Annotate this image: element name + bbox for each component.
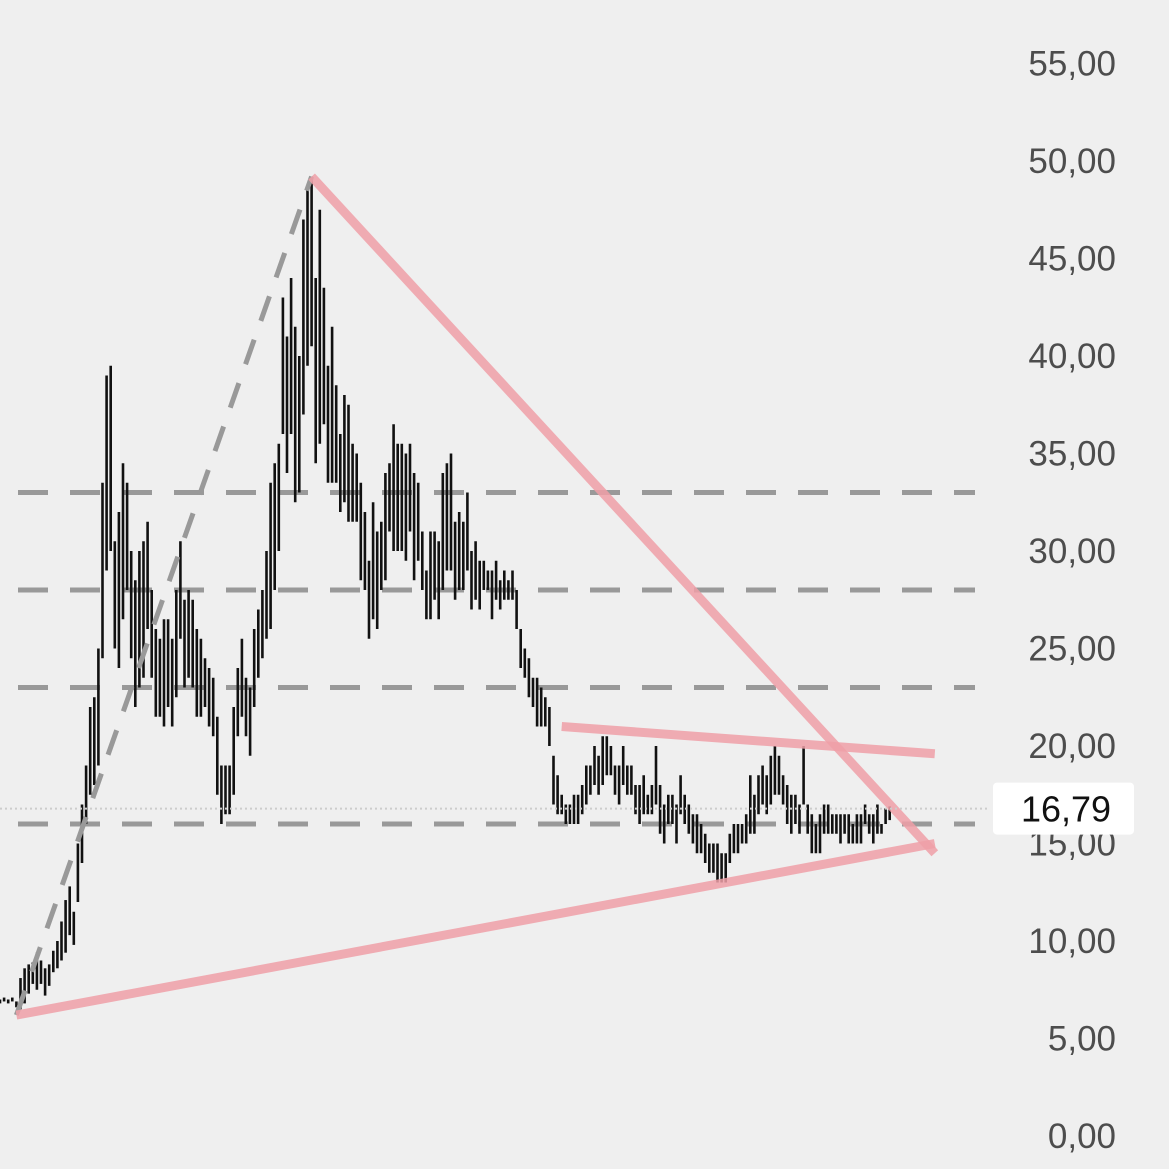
y-axis: 0,005,0010,0015,0020,0025,0030,0035,0040… xyxy=(1028,45,1116,1157)
y-tick-label: 40,00 xyxy=(1028,337,1116,376)
last-price-marker: 16,79 xyxy=(0,782,1134,835)
y-tick-label: 25,00 xyxy=(1028,630,1116,669)
y-tick-label: 30,00 xyxy=(1028,532,1116,571)
last-price-label: 16,79 xyxy=(1021,789,1111,830)
last-price-label-box xyxy=(993,782,1134,835)
horizontal-levels xyxy=(18,490,975,827)
dashed-trendline xyxy=(14,175,314,1016)
y-tick-label: 50,00 xyxy=(1028,142,1116,181)
trendline-2 xyxy=(561,722,936,759)
price-bars xyxy=(0,176,892,1010)
trendline-0 xyxy=(308,173,939,857)
y-tick-label: 0,00 xyxy=(1048,1117,1116,1156)
trendlines xyxy=(14,173,939,1020)
y-tick-label: 45,00 xyxy=(1028,240,1116,279)
y-tick-label: 10,00 xyxy=(1028,922,1116,961)
trendline-1 xyxy=(15,839,936,1020)
y-tick-label: 5,00 xyxy=(1048,1020,1116,1059)
y-tick-label: 35,00 xyxy=(1028,435,1116,474)
y-tick-label: 20,00 xyxy=(1028,727,1116,766)
y-tick-label: 55,00 xyxy=(1028,45,1116,84)
